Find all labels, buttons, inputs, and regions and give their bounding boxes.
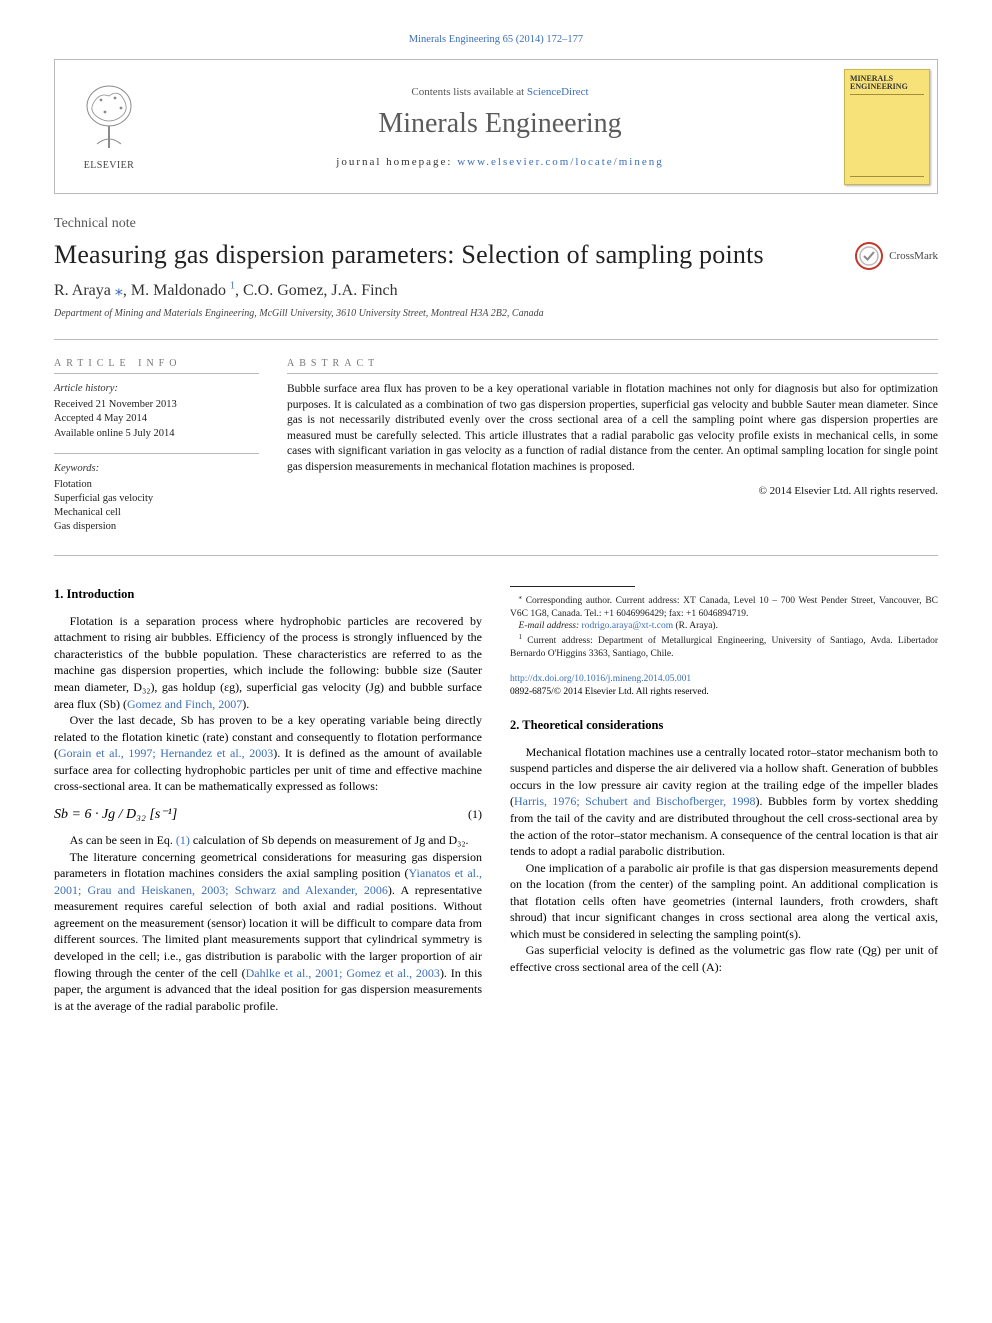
contents-pre: Contents lists available at: [411, 86, 526, 98]
email-tail: (R. Araya).: [673, 621, 718, 631]
elsevier-logo: ELSEVIER: [79, 82, 139, 171]
footnotes-block: ⁎ Corresponding author. Current address:…: [510, 586, 938, 699]
s1-p3-b: calculation of Sb depends on measurement…: [190, 833, 469, 847]
article-info-rule: [54, 373, 259, 374]
cite-gorain-hernandez[interactable]: Gorain et al., 1997; Hernandez et al., 2…: [58, 746, 273, 760]
section-2-title: 2. Theoretical considerations: [510, 717, 938, 734]
s2-p1: Mechanical flotation machines use a cent…: [510, 744, 938, 860]
article-info-head: ARTICLE INFO: [54, 358, 259, 369]
journal-homepage-line: journal homepage: www.elsevier.com/locat…: [336, 156, 663, 168]
author-1: R. Araya: [54, 282, 115, 299]
s1-p1: Flotation is a separation process where …: [54, 613, 482, 712]
s1-p3: As can be seen in Eq. (1) calculation of…: [54, 832, 482, 849]
equation-1: Sb = 6 · Jg / D₃₂ [s⁻¹]: [54, 805, 177, 824]
keyword: Mechanical cell: [54, 506, 259, 520]
footnote-corr-text: Corresponding author. Current address: X…: [510, 596, 938, 619]
footnote-corr: ⁎ Corresponding author. Current address:…: [510, 593, 938, 621]
body-two-column: 1. Introduction Flotation is a separatio…: [54, 586, 938, 1015]
footnote-1: 1 Current address: Department of Metallu…: [510, 633, 938, 661]
journal-banner: ELSEVIER Contents lists available at Sci…: [54, 59, 938, 194]
article-history: Article history: Received 21 November 20…: [54, 382, 259, 441]
s1-p2: Over the last decade, Sb has proven to b…: [54, 712, 482, 795]
history-label: Article history:: [54, 382, 259, 396]
s1-p1-b: ).: [242, 697, 249, 711]
abstract-head: ABSTRACT: [287, 358, 938, 369]
running-header: Minerals Engineering 65 (2014) 172–177: [54, 34, 938, 45]
authors-line: R. Araya ⁎, M. Maldonado 1, C.O. Gomez, …: [54, 280, 855, 300]
section-1-title: 1. Introduction: [54, 586, 482, 603]
running-header-text: Minerals Engineering 65 (2014) 172–177: [409, 34, 583, 45]
crossmark-text: CrossMark: [889, 250, 938, 262]
doi-block: http://dx.doi.org/10.1016/j.mineng.2014.…: [510, 673, 938, 699]
homepage-link[interactable]: www.elsevier.com/locate/mineng: [457, 156, 664, 168]
cite-gomez-finch-2007[interactable]: Gomez and Finch, 2007: [127, 697, 242, 711]
issn-copyright: 0892-6875/© 2014 Elsevier Ltd. All right…: [510, 686, 938, 699]
doi-link[interactable]: http://dx.doi.org/10.1016/j.mineng.2014.…: [510, 674, 691, 684]
rule-above-info: [54, 339, 938, 340]
publisher-logo-slot: ELSEVIER: [55, 60, 163, 193]
journal-cover: MINERALS ENGINEERING: [844, 69, 930, 185]
homepage-pre: journal homepage:: [336, 156, 457, 168]
s2-p2: One implication of a parabolic air profi…: [510, 860, 938, 943]
authors-rest: , C.O. Gomez, J.A. Finch: [235, 282, 398, 299]
author-2: , M. Maldonado: [123, 282, 230, 299]
eq-ref-1[interactable]: (1): [176, 833, 190, 847]
history-received: Received 21 November 2013: [54, 398, 259, 412]
equation-1-number: (1): [468, 806, 482, 823]
banner-center: Contents lists available at ScienceDirec…: [163, 60, 837, 193]
contents-available-line: Contents lists available at ScienceDirec…: [411, 86, 588, 98]
keyword: Superficial gas velocity: [54, 492, 259, 506]
cite-harris-schubert[interactable]: Harris, 1976; Schubert and Bischofberger…: [514, 794, 755, 808]
cover-body: [850, 97, 924, 175]
info-abstract-row: ARTICLE INFO Article history: Received 2…: [54, 358, 938, 535]
history-online: Available online 5 July 2014: [54, 427, 259, 441]
keyword: Flotation: [54, 478, 259, 492]
footnote-rule: [510, 586, 635, 587]
publisher-name: ELSEVIER: [84, 160, 134, 171]
cover-title: MINERALS ENGINEERING: [850, 75, 924, 96]
s1-p4: The literature concerning geometrical co…: [54, 849, 482, 1014]
page-root: Minerals Engineering 65 (2014) 172–177 E…: [0, 0, 992, 1044]
title-block: Technical note Measuring gas dispersion …: [54, 216, 938, 319]
abstract-col: ABSTRACT Bubble surface area flux has pr…: [287, 358, 938, 535]
s2-p3: Gas superficial velocity is defined as t…: [510, 942, 938, 975]
crossmark-badge[interactable]: CrossMark: [855, 242, 938, 270]
corr-marker[interactable]: ⁎: [115, 282, 123, 299]
email-label: E-mail address:: [519, 621, 582, 631]
paper-title: Measuring gas dispersion parameters: Sel…: [54, 240, 855, 270]
keyword: Gas dispersion: [54, 520, 259, 534]
s2-p3-a: Gas superficial velocity is defined as t…: [510, 943, 938, 974]
history-accepted: Accepted 4 May 2014: [54, 412, 259, 426]
article-type: Technical note: [54, 216, 855, 232]
abstract-rule: [287, 373, 938, 374]
equation-1-row: Sb = 6 · Jg / D₃₂ [s⁻¹] (1): [54, 805, 482, 824]
cover-footer: [850, 176, 924, 179]
crossmark-icon: [855, 242, 883, 270]
keywords-rule: [54, 453, 259, 454]
keywords-block: Keywords: Flotation Superficial gas velo…: [54, 462, 259, 535]
elsevier-tree-icon: [79, 82, 139, 156]
email-link[interactable]: rodrigo.araya@xt-t.com: [582, 621, 674, 631]
journal-cover-slot: MINERALS ENGINEERING: [837, 60, 937, 193]
s1-p1-a: Flotation is a separation process where …: [54, 614, 482, 711]
sciencedirect-link[interactable]: ScienceDirect: [527, 86, 589, 98]
journal-title: Minerals Engineering: [378, 108, 621, 140]
cite-dahlke-gomez[interactable]: Dahlke et al., 2001; Gomez et al., 2003: [246, 966, 440, 980]
title-left: Technical note Measuring gas dispersion …: [54, 216, 855, 319]
abstract-text: Bubble surface area flux has proven to b…: [287, 382, 938, 475]
s1-p3-a: As can be seen in Eq.: [70, 833, 176, 847]
abstract-copyright: © 2014 Elsevier Ltd. All rights reserved…: [287, 485, 938, 497]
keywords-label: Keywords:: [54, 462, 259, 476]
footnote-1-text: Current address: Department of Metallurg…: [510, 636, 938, 659]
article-info-col: ARTICLE INFO Article history: Received 2…: [54, 358, 259, 535]
affiliation: Department of Mining and Materials Engin…: [54, 308, 855, 319]
rule-above-body: [54, 555, 938, 556]
footnote-email-line: E-mail address: rodrigo.araya@xt-t.com (…: [510, 620, 938, 633]
